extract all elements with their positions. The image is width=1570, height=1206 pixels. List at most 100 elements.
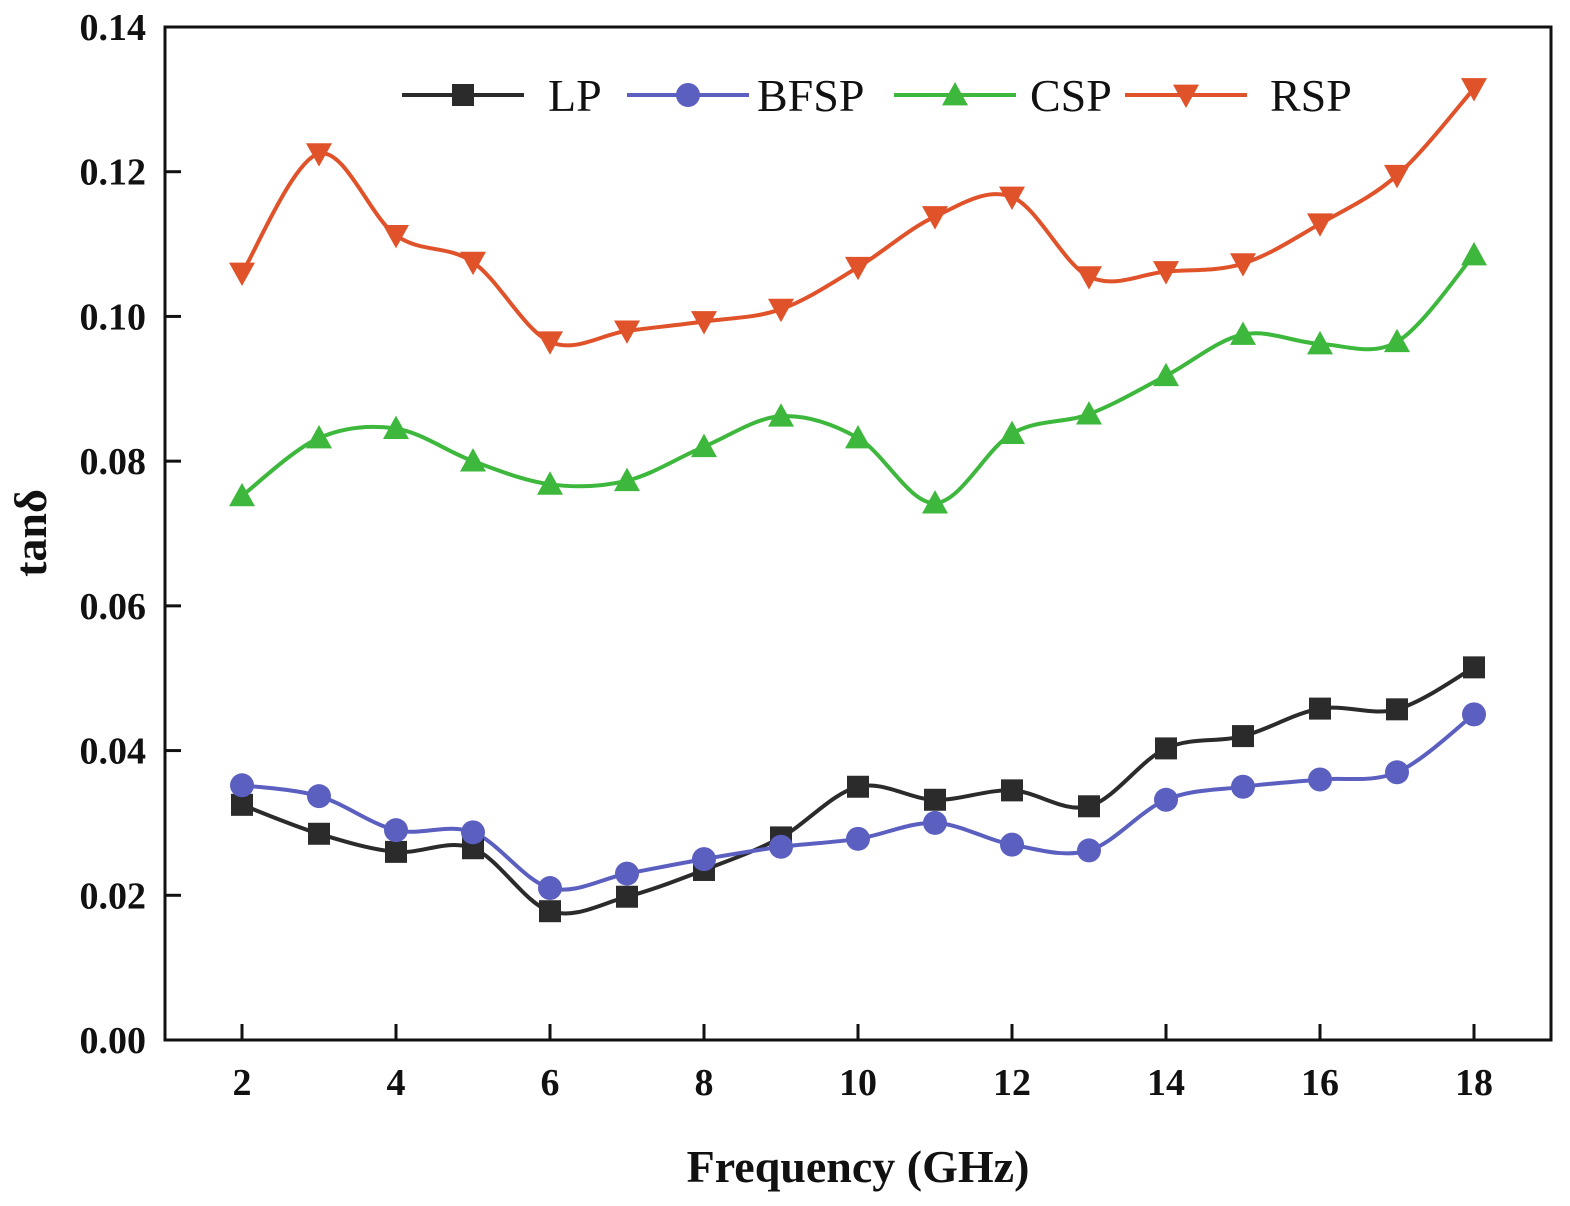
data-point-csp [1230, 321, 1256, 345]
data-point-csp [922, 490, 948, 514]
data-point-rsp [383, 224, 409, 249]
axis-ticks: 2 4 6 8 10 12 14 16 18 0.00 0.02 0.04 0.06 0.08 0.10 0.… [80, 7, 1494, 1104]
data-point-rsp [922, 206, 948, 230]
data-point-rsp [1230, 253, 1256, 277]
data-point-lp [231, 793, 253, 816]
series-line-bfsp [241, 712, 1476, 892]
data-point-bfsp [1231, 774, 1255, 799]
data-point-bfsp [923, 810, 947, 835]
legend-marker-csp [942, 82, 968, 106]
x-axis-title: Frequency (GHz) [687, 1141, 1030, 1192]
data-point-csp [614, 467, 640, 492]
x-tick-label: 6 [541, 1062, 560, 1104]
data-point-bfsp [615, 861, 639, 886]
data-point-bfsp [1462, 702, 1486, 727]
data-point-lp [1155, 737, 1177, 760]
data-point-bfsp [307, 784, 331, 809]
legend-label-lp: LP [548, 70, 602, 121]
y-axis-title: tanδ [5, 489, 56, 577]
data-point-rsp [691, 311, 717, 335]
x-tick-label: 12 [993, 1062, 1031, 1104]
data-point-lp [1001, 779, 1023, 802]
data-point-rsp [1076, 266, 1102, 290]
x-tick-label: 8 [695, 1062, 714, 1104]
data-point-csp [691, 433, 717, 458]
data-point-csp [845, 424, 871, 449]
x-tick-label: 14 [1147, 1062, 1185, 1104]
x-tick-label: 10 [839, 1062, 877, 1104]
plot-frame [163, 25, 1553, 1042]
y-tick-label: 0.10 [80, 296, 147, 338]
legend-label-bfsp: BFSP [757, 70, 864, 121]
data-point-rsp [614, 320, 640, 344]
legend-label-rsp: RSP [1270, 70, 1352, 121]
data-point-bfsp [1385, 760, 1409, 785]
data-point-bfsp [538, 876, 562, 901]
data-point-lp [924, 788, 946, 811]
legend-marker-rsp [1173, 84, 1199, 108]
legend-marker-bfsp [676, 83, 700, 107]
data-point-rsp [845, 256, 871, 281]
data-point-lp [1463, 656, 1485, 679]
data-point-lp [1232, 725, 1254, 748]
x-tick-label: 2 [233, 1062, 252, 1104]
series-line-rsp [240, 87, 1476, 348]
data-point-rsp [306, 143, 332, 167]
legend-marker-lp [452, 84, 474, 106]
data-point-lp [385, 840, 407, 863]
data-point-csp [460, 448, 486, 472]
data-point-rsp [1153, 261, 1179, 285]
data-point-lp [1309, 697, 1331, 720]
data-point-csp [1461, 241, 1487, 266]
data-point-rsp [229, 262, 255, 287]
series-markers [229, 78, 1487, 923]
y-tick-label: 0.04 [80, 731, 147, 773]
data-point-lp [616, 885, 638, 908]
y-tick-label: 0.14 [80, 7, 147, 49]
data-point-bfsp [846, 826, 870, 851]
data-point-csp [999, 420, 1025, 445]
data-point-rsp [1307, 213, 1333, 237]
data-point-csp [1384, 328, 1410, 353]
data-point-lp [1078, 795, 1100, 818]
y-tick-label: 0.08 [80, 441, 147, 483]
data-point-rsp [1461, 78, 1487, 102]
x-tick-label: 18 [1455, 1062, 1493, 1104]
data-point-csp [306, 424, 332, 449]
legend: LP BFSP CSP RSP [402, 70, 1352, 121]
data-point-bfsp [230, 773, 254, 798]
data-point-bfsp [692, 847, 716, 872]
y-tick-label: 0.00 [80, 1020, 147, 1062]
data-point-rsp [460, 251, 486, 276]
data-point-csp [383, 415, 409, 439]
data-point-bfsp [1154, 787, 1178, 812]
y-tick-label: 0.06 [80, 586, 147, 628]
x-tick-label: 16 [1301, 1062, 1339, 1104]
data-point-csp [1307, 330, 1333, 355]
x-tick-label: 4 [387, 1062, 406, 1104]
data-point-lp [539, 900, 561, 923]
data-point-bfsp [384, 818, 408, 843]
data-point-rsp [768, 298, 794, 323]
data-point-csp [768, 403, 794, 427]
data-point-bfsp [461, 820, 485, 845]
data-point-bfsp [1077, 838, 1101, 863]
data-point-bfsp [769, 834, 793, 859]
y-tick-label: 0.02 [80, 875, 147, 917]
y-tick-label: 0.12 [80, 152, 147, 194]
data-point-lp [1386, 698, 1408, 721]
data-point-rsp [537, 331, 563, 355]
data-point-bfsp [1308, 767, 1332, 792]
data-point-rsp [1384, 164, 1410, 189]
data-point-lp [847, 775, 869, 798]
data-point-csp [1076, 401, 1102, 425]
data-point-bfsp [1000, 832, 1024, 857]
data-point-csp [1153, 362, 1179, 387]
data-point-csp [229, 482, 255, 507]
series-line-csp [240, 253, 1476, 506]
data-point-rsp [999, 186, 1025, 211]
data-point-csp [537, 471, 563, 495]
data-point-lp [308, 822, 330, 845]
legend-label-csp: CSP [1030, 70, 1112, 121]
